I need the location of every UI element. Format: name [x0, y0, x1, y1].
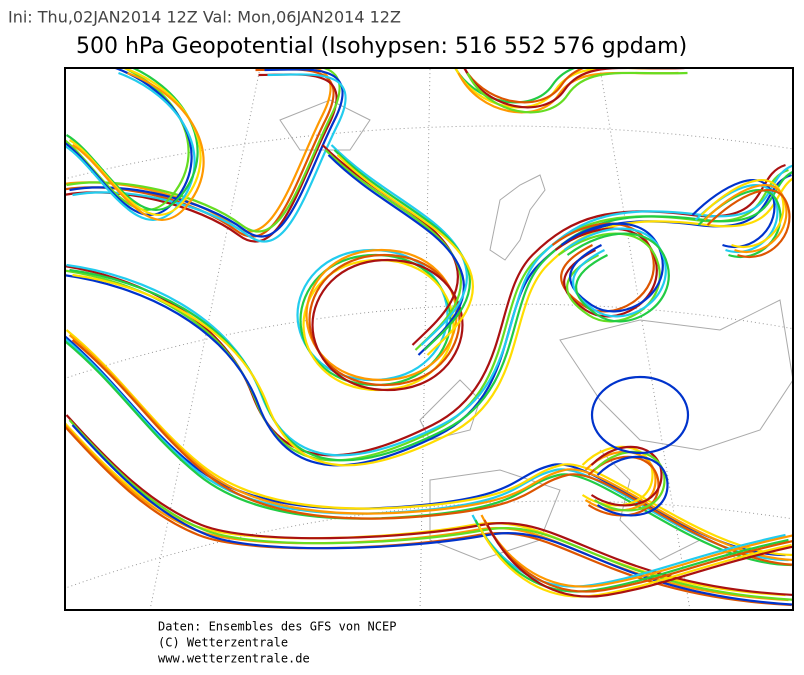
isohypse — [72, 73, 347, 243]
isohypse — [581, 445, 654, 507]
isohypse — [706, 189, 791, 258]
isohypse — [471, 514, 786, 588]
isohypse — [590, 375, 690, 455]
isohypse — [483, 519, 793, 593]
coastline — [559, 299, 793, 451]
isohypse — [65, 68, 335, 238]
isohypse — [563, 227, 667, 318]
coastline — [489, 174, 546, 261]
isohypse — [463, 68, 587, 104]
isohypse — [69, 68, 344, 238]
isohypse — [463, 68, 685, 109]
isohypse — [336, 154, 474, 356]
isohypse — [311, 258, 464, 392]
isohypse — [560, 222, 664, 313]
isohypse — [587, 455, 660, 517]
isohypse — [566, 232, 670, 323]
isohypse — [65, 329, 793, 557]
map-title: 500 hPa Geopotential (Isohypsen: 516 552… — [76, 34, 687, 59]
footer-line: (C) Wetterzentrale — [158, 636, 288, 650]
isohypse — [71, 339, 793, 566]
footer-line: Daten: Ensembles des GFS von NCEP — [158, 620, 396, 634]
graticule-line — [65, 500, 793, 589]
isohypse — [477, 524, 792, 598]
isohypse — [474, 519, 789, 593]
isohypse — [454, 68, 676, 109]
footer-line: www.wetterzentrale.de — [158, 652, 310, 666]
isohypse — [65, 73, 338, 243]
isohypse — [65, 414, 793, 597]
coastline — [279, 99, 371, 151]
isohypse — [68, 334, 793, 561]
isohypse — [466, 71, 688, 114]
isohypse — [593, 450, 666, 512]
map-frame — [64, 67, 794, 611]
isohypse — [584, 450, 657, 512]
isohypse — [71, 424, 793, 606]
isohypse — [480, 514, 793, 588]
isohypse — [68, 419, 793, 601]
isohypse — [590, 445, 663, 507]
graticule-line — [65, 303, 793, 379]
isohypse — [596, 455, 669, 517]
graticule-line — [65, 125, 793, 180]
isohypse — [486, 524, 793, 598]
isohypse — [71, 71, 205, 221]
run-info: Ini: Thu,02JAN2014 12Z Val: Mon,06JAN201… — [8, 8, 401, 27]
